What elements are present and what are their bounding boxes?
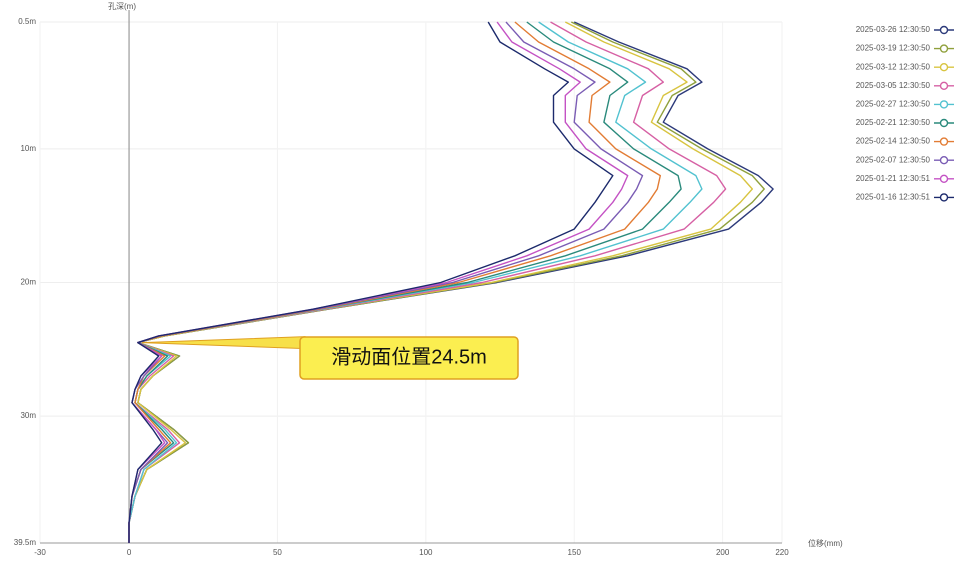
x-axis-label: 位移(mm) xyxy=(808,538,843,548)
y-tick-label: 20m xyxy=(20,278,36,287)
y-axis-label: 孔深(m) xyxy=(108,2,136,11)
series-line xyxy=(128,21,727,543)
legend-label: 2025-03-19 12:30:50 xyxy=(856,44,931,53)
legend-marker xyxy=(939,174,949,184)
series-line xyxy=(128,21,644,543)
x-tick-label: 200 xyxy=(716,548,730,557)
legend-marker xyxy=(939,118,949,128)
legend-label: 2025-03-12 12:30:50 xyxy=(856,62,931,71)
y-tick-label: 10m xyxy=(20,144,36,153)
x-tick-label: 100 xyxy=(419,548,433,557)
legend-label: 2025-01-16 12:30:51 xyxy=(856,193,931,202)
legend-label: 2025-03-05 12:30:50 xyxy=(856,81,931,90)
legend-marker xyxy=(939,81,949,91)
legend-label: 2025-02-14 12:30:50 xyxy=(856,137,931,146)
y-tick-label: 0.5m xyxy=(18,17,36,26)
legend-marker xyxy=(939,100,949,109)
series-line xyxy=(128,21,703,543)
y-tick-label: 30m xyxy=(20,411,36,420)
x-tick-label: -30 xyxy=(34,548,46,557)
x-tick-label: 150 xyxy=(568,548,582,557)
x-tick-label: 220 xyxy=(775,548,789,557)
legend-marker xyxy=(939,25,949,35)
series-line xyxy=(128,21,614,543)
legend-label: 2025-01-21 12:30:51 xyxy=(856,174,931,183)
legend-marker xyxy=(939,193,949,202)
annotation-text: 滑动面位置24.5m xyxy=(331,345,487,368)
legend-marker xyxy=(939,155,949,165)
series-line xyxy=(128,21,753,543)
legend-label: 2025-02-27 12:30:50 xyxy=(856,100,931,109)
legend-label: 2025-02-21 12:30:50 xyxy=(856,118,931,127)
legend-marker xyxy=(939,62,949,72)
y-tick-label: 39.5m xyxy=(14,538,37,547)
series-line xyxy=(128,21,661,543)
annotation-pointer xyxy=(141,336,306,350)
x-tick-label: 0 xyxy=(127,548,132,557)
legend-marker xyxy=(939,44,949,53)
series-line xyxy=(128,21,682,543)
x-tick-label: 50 xyxy=(273,548,282,557)
legend-label: 2025-03-26 12:30:50 xyxy=(856,25,931,34)
legend-label: 2025-02-07 12:30:50 xyxy=(856,155,931,164)
legend-marker xyxy=(939,137,949,146)
annotation-box xyxy=(299,336,519,380)
